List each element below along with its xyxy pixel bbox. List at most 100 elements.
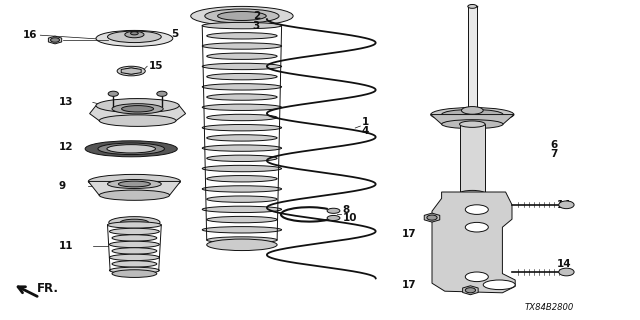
Ellipse shape: [327, 215, 340, 220]
Text: TX84B2800: TX84B2800: [525, 303, 574, 312]
Polygon shape: [88, 181, 180, 195]
Ellipse shape: [460, 190, 485, 197]
Ellipse shape: [112, 261, 157, 267]
Ellipse shape: [207, 176, 277, 182]
Ellipse shape: [465, 288, 476, 293]
Ellipse shape: [51, 38, 60, 42]
Text: 10: 10: [342, 213, 357, 223]
Ellipse shape: [205, 9, 279, 23]
Ellipse shape: [109, 241, 159, 248]
Text: 1: 1: [362, 116, 369, 127]
Text: 5: 5: [172, 29, 179, 39]
Ellipse shape: [559, 268, 574, 276]
Ellipse shape: [202, 165, 282, 172]
Polygon shape: [49, 36, 61, 44]
Ellipse shape: [202, 124, 282, 131]
Ellipse shape: [202, 104, 282, 110]
Ellipse shape: [207, 94, 277, 100]
Ellipse shape: [112, 104, 163, 114]
Ellipse shape: [157, 91, 167, 96]
Ellipse shape: [109, 217, 160, 228]
Ellipse shape: [483, 280, 515, 290]
Ellipse shape: [207, 33, 277, 39]
Ellipse shape: [96, 99, 179, 113]
Ellipse shape: [427, 215, 437, 220]
Ellipse shape: [202, 43, 282, 49]
Ellipse shape: [207, 135, 277, 141]
Polygon shape: [90, 106, 186, 121]
Ellipse shape: [431, 108, 514, 122]
Ellipse shape: [207, 196, 277, 202]
Text: 12: 12: [59, 142, 74, 152]
Ellipse shape: [125, 31, 144, 38]
Ellipse shape: [202, 145, 282, 151]
Text: 16: 16: [23, 30, 38, 40]
Ellipse shape: [202, 84, 282, 90]
Ellipse shape: [460, 121, 485, 127]
Text: 17: 17: [402, 280, 417, 290]
Text: 7: 7: [550, 148, 558, 159]
Ellipse shape: [112, 248, 157, 254]
Ellipse shape: [559, 201, 574, 209]
Text: 6: 6: [550, 140, 557, 150]
Text: FR.: FR.: [36, 283, 58, 295]
Ellipse shape: [207, 237, 277, 243]
Ellipse shape: [465, 205, 488, 214]
Ellipse shape: [202, 22, 282, 29]
Text: 3: 3: [253, 20, 260, 31]
Ellipse shape: [442, 120, 503, 129]
Text: 2: 2: [253, 11, 260, 21]
Ellipse shape: [218, 12, 266, 20]
Ellipse shape: [112, 270, 157, 277]
Ellipse shape: [207, 74, 277, 80]
Ellipse shape: [207, 239, 277, 251]
Text: 4: 4: [362, 125, 369, 136]
Ellipse shape: [207, 216, 277, 223]
Polygon shape: [424, 213, 440, 222]
Ellipse shape: [442, 109, 503, 120]
Ellipse shape: [468, 4, 477, 8]
Ellipse shape: [108, 222, 161, 228]
Text: 14: 14: [557, 259, 572, 269]
Ellipse shape: [461, 107, 483, 114]
Ellipse shape: [112, 235, 157, 241]
Ellipse shape: [202, 63, 282, 70]
Ellipse shape: [85, 141, 177, 157]
Ellipse shape: [108, 91, 118, 96]
Text: 15: 15: [148, 61, 163, 71]
Polygon shape: [463, 286, 478, 295]
Ellipse shape: [98, 143, 164, 155]
Ellipse shape: [120, 219, 148, 226]
Ellipse shape: [88, 174, 180, 188]
Ellipse shape: [131, 32, 138, 35]
Ellipse shape: [327, 208, 340, 213]
Ellipse shape: [107, 145, 156, 153]
Bar: [460, 124, 485, 194]
Ellipse shape: [191, 6, 293, 26]
Ellipse shape: [99, 190, 170, 200]
Ellipse shape: [99, 115, 176, 126]
Ellipse shape: [109, 228, 159, 235]
Text: 14: 14: [557, 200, 572, 210]
Ellipse shape: [96, 30, 173, 46]
Ellipse shape: [122, 106, 154, 112]
Ellipse shape: [202, 227, 282, 233]
Bar: [468, 6, 477, 110]
Ellipse shape: [207, 155, 277, 162]
Ellipse shape: [109, 254, 159, 260]
Ellipse shape: [207, 53, 277, 60]
Ellipse shape: [202, 206, 282, 212]
Text: 13: 13: [59, 97, 74, 108]
Text: 9: 9: [59, 180, 66, 191]
Text: 11: 11: [59, 241, 74, 252]
Ellipse shape: [118, 181, 150, 187]
Ellipse shape: [207, 114, 277, 121]
Ellipse shape: [124, 68, 139, 74]
Ellipse shape: [109, 267, 159, 274]
Ellipse shape: [202, 186, 282, 192]
Text: 17: 17: [402, 228, 417, 239]
Ellipse shape: [465, 222, 488, 232]
Ellipse shape: [117, 66, 145, 76]
Ellipse shape: [108, 31, 161, 43]
Text: 8: 8: [342, 204, 349, 215]
